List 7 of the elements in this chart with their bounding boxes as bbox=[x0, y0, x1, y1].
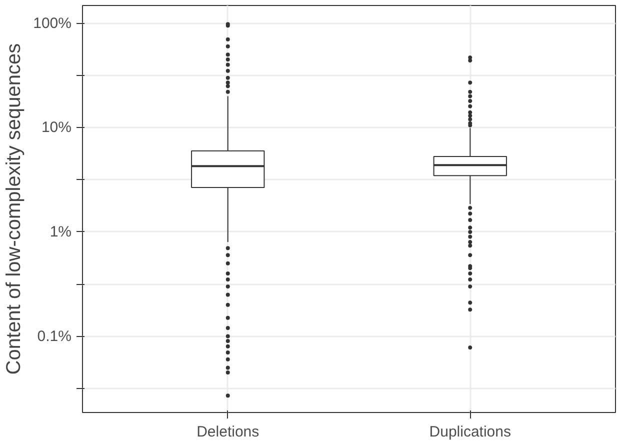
y-tick-label: 100% bbox=[33, 14, 72, 32]
x-tick-label: Duplications bbox=[429, 424, 511, 440]
y-tick-label: 10% bbox=[41, 119, 72, 136]
y-tick-label: 0.1% bbox=[37, 328, 72, 345]
y-axis-title: Content of low-complexity sequences bbox=[3, 43, 26, 375]
x-tick-label: Deletions bbox=[196, 424, 260, 440]
y-tick-label: 1% bbox=[50, 223, 72, 240]
